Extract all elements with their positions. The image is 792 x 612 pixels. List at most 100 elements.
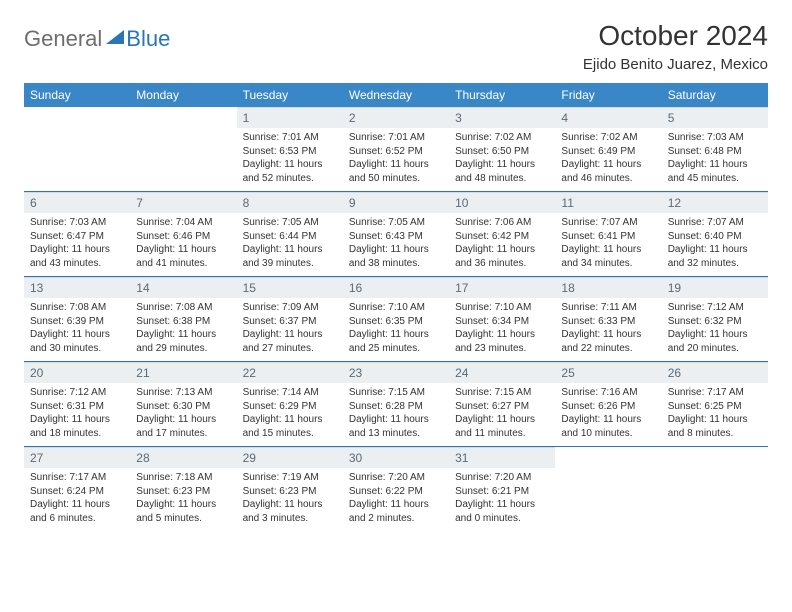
calendar-week-row: 27Sunrise: 7:17 AMSunset: 6:24 PMDayligh… xyxy=(24,447,768,532)
day-number: 19 xyxy=(662,277,768,298)
day-number: 16 xyxy=(343,277,449,298)
calendar-day-cell: 9Sunrise: 7:05 AMSunset: 6:43 PMDaylight… xyxy=(343,192,449,277)
sunrise-text: Sunrise: 7:17 AM xyxy=(30,471,124,485)
sunset-text: Sunset: 6:33 PM xyxy=(561,315,655,329)
day-number: 28 xyxy=(130,447,236,468)
day-content: Sunrise: 7:05 AMSunset: 6:43 PMDaylight:… xyxy=(343,213,449,276)
sunset-text: Sunset: 6:23 PM xyxy=(136,485,230,499)
day-content: Sunrise: 7:16 AMSunset: 6:26 PMDaylight:… xyxy=(555,383,661,446)
calendar-week-row: 6Sunrise: 7:03 AMSunset: 6:47 PMDaylight… xyxy=(24,192,768,277)
day-content: Sunrise: 7:02 AMSunset: 6:49 PMDaylight:… xyxy=(555,128,661,191)
daylight-text: Daylight: 11 hours and 23 minutes. xyxy=(455,328,549,355)
sunset-text: Sunset: 6:22 PM xyxy=(349,485,443,499)
day-content: Sunrise: 7:05 AMSunset: 6:44 PMDaylight:… xyxy=(237,213,343,276)
daylight-text: Daylight: 11 hours and 39 minutes. xyxy=(243,243,337,270)
day-number: 20 xyxy=(24,362,130,383)
daylight-text: Daylight: 11 hours and 30 minutes. xyxy=(30,328,124,355)
sunrise-text: Sunrise: 7:20 AM xyxy=(349,471,443,485)
sunset-text: Sunset: 6:25 PM xyxy=(668,400,762,414)
day-number: 10 xyxy=(449,192,555,213)
day-number: 22 xyxy=(237,362,343,383)
day-number: 8 xyxy=(237,192,343,213)
day-number: 15 xyxy=(237,277,343,298)
calendar-day-cell: 23Sunrise: 7:15 AMSunset: 6:28 PMDayligh… xyxy=(343,362,449,447)
day-header: Thursday xyxy=(449,83,555,107)
daylight-text: Daylight: 11 hours and 8 minutes. xyxy=(668,413,762,440)
daylight-text: Daylight: 11 hours and 45 minutes. xyxy=(668,158,762,185)
day-number: 31 xyxy=(449,447,555,468)
day-number: 13 xyxy=(24,277,130,298)
day-content: Sunrise: 7:14 AMSunset: 6:29 PMDaylight:… xyxy=(237,383,343,446)
day-number: 27 xyxy=(24,447,130,468)
daylight-text: Daylight: 11 hours and 20 minutes. xyxy=(668,328,762,355)
day-content: Sunrise: 7:10 AMSunset: 6:34 PMDaylight:… xyxy=(449,298,555,361)
sunrise-text: Sunrise: 7:06 AM xyxy=(455,216,549,230)
daylight-text: Daylight: 11 hours and 11 minutes. xyxy=(455,413,549,440)
header: General Blue October 2024 Ejido Benito J… xyxy=(24,20,768,73)
sunset-text: Sunset: 6:26 PM xyxy=(561,400,655,414)
day-content: Sunrise: 7:04 AMSunset: 6:46 PMDaylight:… xyxy=(130,213,236,276)
calendar-day-cell: 8Sunrise: 7:05 AMSunset: 6:44 PMDaylight… xyxy=(237,192,343,277)
sunrise-text: Sunrise: 7:07 AM xyxy=(561,216,655,230)
day-number: 3 xyxy=(449,107,555,128)
day-number: 17 xyxy=(449,277,555,298)
sunrise-text: Sunrise: 7:01 AM xyxy=(349,131,443,145)
daylight-text: Daylight: 11 hours and 34 minutes. xyxy=(561,243,655,270)
page-title: October 2024 xyxy=(583,20,768,52)
calendar-day-cell: 12Sunrise: 7:07 AMSunset: 6:40 PMDayligh… xyxy=(662,192,768,277)
calendar-day-cell: 28Sunrise: 7:18 AMSunset: 6:23 PMDayligh… xyxy=(130,447,236,532)
calendar-day-cell: 1Sunrise: 7:01 AMSunset: 6:53 PMDaylight… xyxy=(237,107,343,192)
daylight-text: Daylight: 11 hours and 13 minutes. xyxy=(349,413,443,440)
day-content: Sunrise: 7:03 AMSunset: 6:48 PMDaylight:… xyxy=(662,128,768,191)
day-content: Sunrise: 7:02 AMSunset: 6:50 PMDaylight:… xyxy=(449,128,555,191)
sunset-text: Sunset: 6:41 PM xyxy=(561,230,655,244)
calendar-day-cell: .. xyxy=(24,107,130,192)
day-number: 18 xyxy=(555,277,661,298)
day-number: 24 xyxy=(449,362,555,383)
daylight-text: Daylight: 11 hours and 3 minutes. xyxy=(243,498,337,525)
day-content: Sunrise: 7:01 AMSunset: 6:53 PMDaylight:… xyxy=(237,128,343,191)
day-content: Sunrise: 7:03 AMSunset: 6:47 PMDaylight:… xyxy=(24,213,130,276)
sunrise-text: Sunrise: 7:01 AM xyxy=(243,131,337,145)
daylight-text: Daylight: 11 hours and 52 minutes. xyxy=(243,158,337,185)
sunset-text: Sunset: 6:48 PM xyxy=(668,145,762,159)
day-number: 9 xyxy=(343,192,449,213)
sunset-text: Sunset: 6:34 PM xyxy=(455,315,549,329)
calendar-day-cell: 20Sunrise: 7:12 AMSunset: 6:31 PMDayligh… xyxy=(24,362,130,447)
sunrise-text: Sunrise: 7:17 AM xyxy=(668,386,762,400)
calendar-day-cell: 13Sunrise: 7:08 AMSunset: 6:39 PMDayligh… xyxy=(24,277,130,362)
sunset-text: Sunset: 6:43 PM xyxy=(349,230,443,244)
daylight-text: Daylight: 11 hours and 32 minutes. xyxy=(668,243,762,270)
calendar-day-cell: 6Sunrise: 7:03 AMSunset: 6:47 PMDaylight… xyxy=(24,192,130,277)
day-content: Sunrise: 7:09 AMSunset: 6:37 PMDaylight:… xyxy=(237,298,343,361)
calendar-day-cell: 21Sunrise: 7:13 AMSunset: 6:30 PMDayligh… xyxy=(130,362,236,447)
daylight-text: Daylight: 11 hours and 22 minutes. xyxy=(561,328,655,355)
calendar-body: ....1Sunrise: 7:01 AMSunset: 6:53 PMDayl… xyxy=(24,107,768,531)
daylight-text: Daylight: 11 hours and 41 minutes. xyxy=(136,243,230,270)
day-header: Wednesday xyxy=(343,83,449,107)
daylight-text: Daylight: 11 hours and 27 minutes. xyxy=(243,328,337,355)
calendar-day-cell: 14Sunrise: 7:08 AMSunset: 6:38 PMDayligh… xyxy=(130,277,236,362)
sunrise-text: Sunrise: 7:19 AM xyxy=(243,471,337,485)
sunrise-text: Sunrise: 7:10 AM xyxy=(349,301,443,315)
sunrise-text: Sunrise: 7:07 AM xyxy=(668,216,762,230)
day-number: 2 xyxy=(343,107,449,128)
day-content: Sunrise: 7:12 AMSunset: 6:32 PMDaylight:… xyxy=(662,298,768,361)
day-content: Sunrise: 7:08 AMSunset: 6:38 PMDaylight:… xyxy=(130,298,236,361)
sunrise-text: Sunrise: 7:04 AM xyxy=(136,216,230,230)
location-text: Ejido Benito Juarez, Mexico xyxy=(583,56,768,73)
sunrise-text: Sunrise: 7:05 AM xyxy=(349,216,443,230)
day-number: 30 xyxy=(343,447,449,468)
day-number: 1 xyxy=(237,107,343,128)
day-content: Sunrise: 7:15 AMSunset: 6:27 PMDaylight:… xyxy=(449,383,555,446)
sunrise-text: Sunrise: 7:15 AM xyxy=(455,386,549,400)
sunset-text: Sunset: 6:52 PM xyxy=(349,145,443,159)
day-content: Sunrise: 7:10 AMSunset: 6:35 PMDaylight:… xyxy=(343,298,449,361)
sunset-text: Sunset: 6:44 PM xyxy=(243,230,337,244)
sunset-text: Sunset: 6:21 PM xyxy=(455,485,549,499)
sunset-text: Sunset: 6:29 PM xyxy=(243,400,337,414)
calendar-day-cell: 25Sunrise: 7:16 AMSunset: 6:26 PMDayligh… xyxy=(555,362,661,447)
day-number: 7 xyxy=(130,192,236,213)
day-content: Sunrise: 7:19 AMSunset: 6:23 PMDaylight:… xyxy=(237,468,343,531)
calendar-day-cell: 26Sunrise: 7:17 AMSunset: 6:25 PMDayligh… xyxy=(662,362,768,447)
